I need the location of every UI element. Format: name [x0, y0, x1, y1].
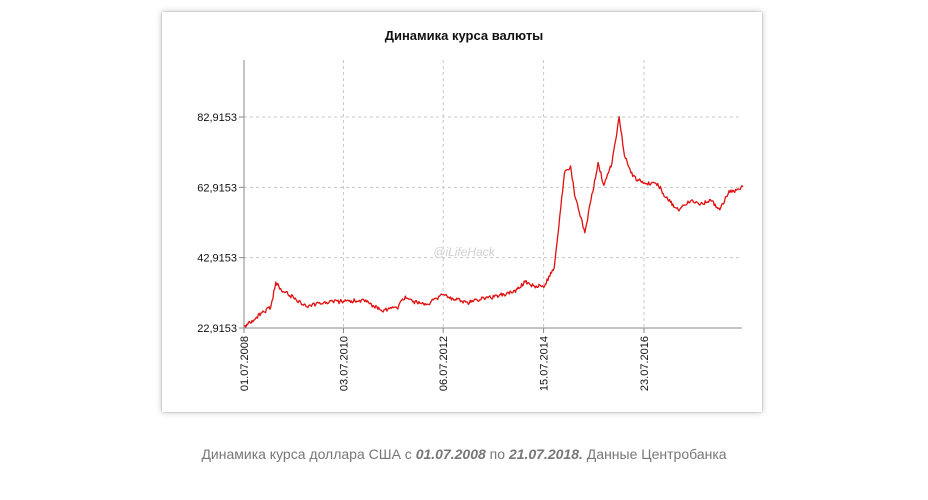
caption-date-to: 21.07.2018. — [508, 446, 583, 462]
y-tick-label: 42,9153 — [197, 253, 237, 265]
x-tick-label: 06.07.2012 — [438, 336, 450, 391]
y-tick-label: 22,9153 — [197, 323, 237, 335]
x-tick-labels: 01.07.2008 03.07.2010 06.07.2012 15.07.2014… — [239, 336, 651, 391]
caption-suffix: Данные Центробанка — [582, 446, 727, 462]
x-tick-label: 23.07.2016 — [639, 336, 651, 391]
chart-svg: Динамика курса валюты @iLifeHack 22,9153… — [197, 28, 744, 391]
x-tick-label: 01.07.2008 — [239, 336, 251, 391]
axis-layer — [239, 60, 742, 333]
caption-middle: по — [485, 446, 509, 462]
caption-prefix: Динамика курса доллара США с — [201, 446, 416, 462]
x-tick-label: 03.07.2010 — [338, 336, 350, 391]
figure-caption: Динамика курса доллара США с 01.07.2008 … — [0, 446, 928, 462]
chart-card: Динамика курса валюты @iLifeHack 22,9153… — [162, 12, 762, 412]
caption-date-from: 01.07.2008 — [415, 446, 486, 462]
grid-layer — [244, 60, 742, 328]
series-line-usd-rate — [243, 116, 744, 328]
y-tick-label: 82,9153 — [197, 112, 237, 124]
chart-title: Динамика курса валюты — [385, 28, 544, 43]
x-tick-label: 15.07.2014 — [539, 336, 551, 391]
watermark: @iLifeHack — [433, 245, 496, 259]
y-tick-label: 62,9153 — [197, 182, 237, 194]
y-tick-labels: 22,9153 42,9153 62,9153 82,9153 — [197, 112, 237, 335]
